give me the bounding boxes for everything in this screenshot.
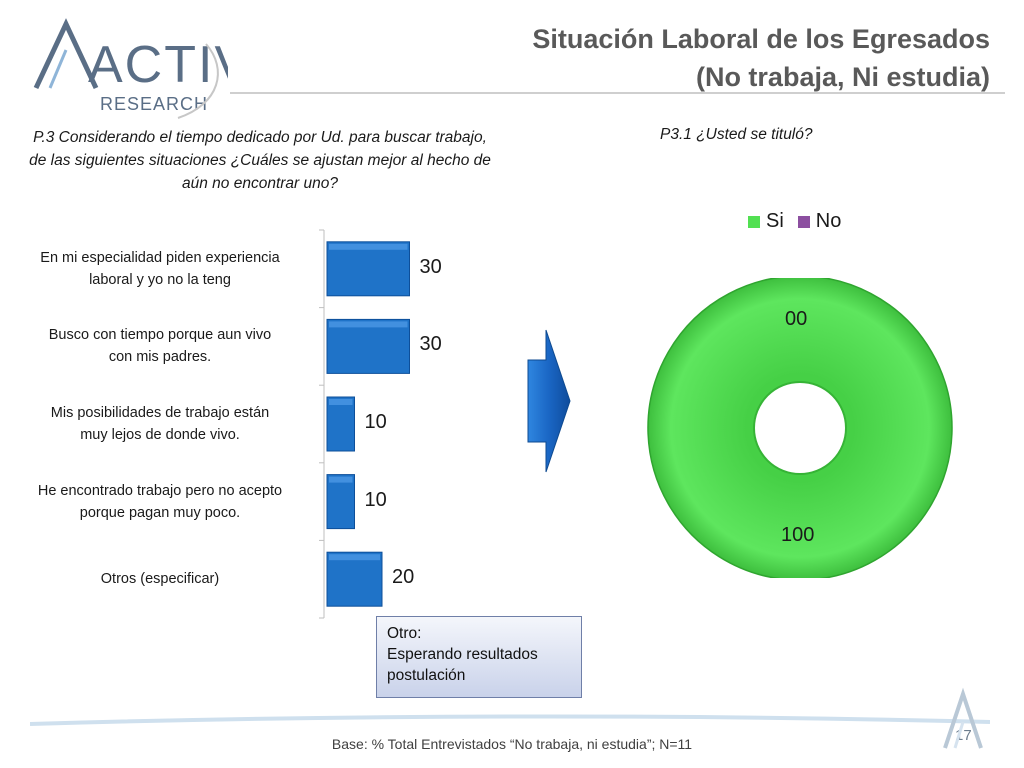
bar-category-label-line: porque pagan muy poco. bbox=[79, 504, 241, 521]
bar-value-label: 10 bbox=[364, 488, 387, 511]
title-line-1: Situación Laboral de los Egresados bbox=[532, 24, 990, 54]
bar bbox=[326, 318, 410, 374]
bar-category-label: He encontrado trabajo pero no acepto porq… bbox=[10, 480, 310, 524]
left-question: P.3 Considerando el tiempo dedicado por … bbox=[29, 129, 491, 192]
right-question: P3.1 ¿Usted se tituló? bbox=[660, 126, 813, 143]
donut-legend: Si No bbox=[748, 210, 841, 233]
legend-swatch-si bbox=[748, 215, 760, 228]
donut-chart bbox=[647, 278, 953, 578]
bar-category-label: Mis posibilidades de trabajo están muy le… bbox=[10, 402, 310, 446]
bar-category-label-line: Mis posibilidades de trabajo están bbox=[50, 405, 270, 421]
donut-hole bbox=[753, 381, 847, 475]
bar bbox=[326, 474, 355, 530]
bar-category-label: Busco con tiempo porque aun vivo con mis … bbox=[10, 324, 310, 368]
bar-category-label: Otros (especificar) bbox=[10, 568, 310, 590]
slide-title: Situación Laboral de los Egresados (No t… bbox=[430, 20, 990, 96]
bar-highlight bbox=[329, 399, 353, 405]
legend-item-no: No bbox=[797, 210, 842, 233]
legend-item-si: Si bbox=[748, 210, 784, 233]
bar-highlight bbox=[329, 243, 408, 250]
bar-value-label: 30 bbox=[419, 255, 442, 278]
bar-highlight bbox=[329, 554, 380, 561]
bar-highlight bbox=[329, 321, 408, 328]
legend-label-no: No bbox=[815, 210, 842, 232]
legend-label-si: Si bbox=[766, 210, 784, 232]
title-divider bbox=[230, 92, 1005, 94]
activa-research-logo: ACTIVA RESEARCH bbox=[33, 18, 228, 119]
logo-letters: ACTIVA bbox=[88, 36, 228, 94]
bar-category-label-line: muy lejos de donde vivo. bbox=[80, 427, 240, 443]
bar-highlight bbox=[329, 476, 353, 483]
bar-category-label-line: Otros (especificar) bbox=[100, 571, 220, 588]
otro-note-box: Otro: Esperando resultados postulación bbox=[376, 616, 582, 698]
donut-label-si: 100 bbox=[781, 524, 815, 546]
bar bbox=[326, 241, 410, 297]
logo-subtitle: RESEARCH bbox=[100, 94, 208, 114]
bar-value-label: 20 bbox=[392, 566, 415, 589]
footer-base-note: Base: % Total Entrevistados “No trabaja,… bbox=[331, 736, 693, 752]
footer-swoosh bbox=[30, 714, 990, 726]
bar-value-label: 10 bbox=[364, 411, 387, 433]
bar-category-label-line: He encontrado trabajo pero no acepto bbox=[37, 482, 283, 499]
title-line-2: (No trabaja, Ni estudia) bbox=[695, 62, 990, 92]
bar-value-label: 30 bbox=[419, 333, 442, 356]
legend-swatch-no bbox=[797, 215, 810, 228]
bar-category-label-line: En mi especialidad piden experiencia bbox=[40, 249, 280, 266]
otro-note-line-2: Esperando resultados bbox=[387, 646, 538, 663]
donut-label-no: 00 bbox=[785, 308, 808, 330]
bar-category-label-line: con mis padres. bbox=[108, 349, 212, 366]
right-arrow-icon bbox=[527, 329, 571, 473]
bar bbox=[326, 551, 383, 607]
bar-category-label-line: Busco con tiempo porque aun vivo bbox=[48, 327, 272, 344]
bar bbox=[326, 396, 355, 452]
otro-note-line-1: Otro: bbox=[387, 625, 422, 642]
bar-category-label-line: laboral y yo no la teng bbox=[89, 271, 231, 288]
bar-category-label: En mi especialidad piden experiencia labo… bbox=[10, 247, 310, 291]
otro-note-line-3: postulación bbox=[387, 667, 466, 684]
footer-logo-icon bbox=[943, 687, 983, 749]
